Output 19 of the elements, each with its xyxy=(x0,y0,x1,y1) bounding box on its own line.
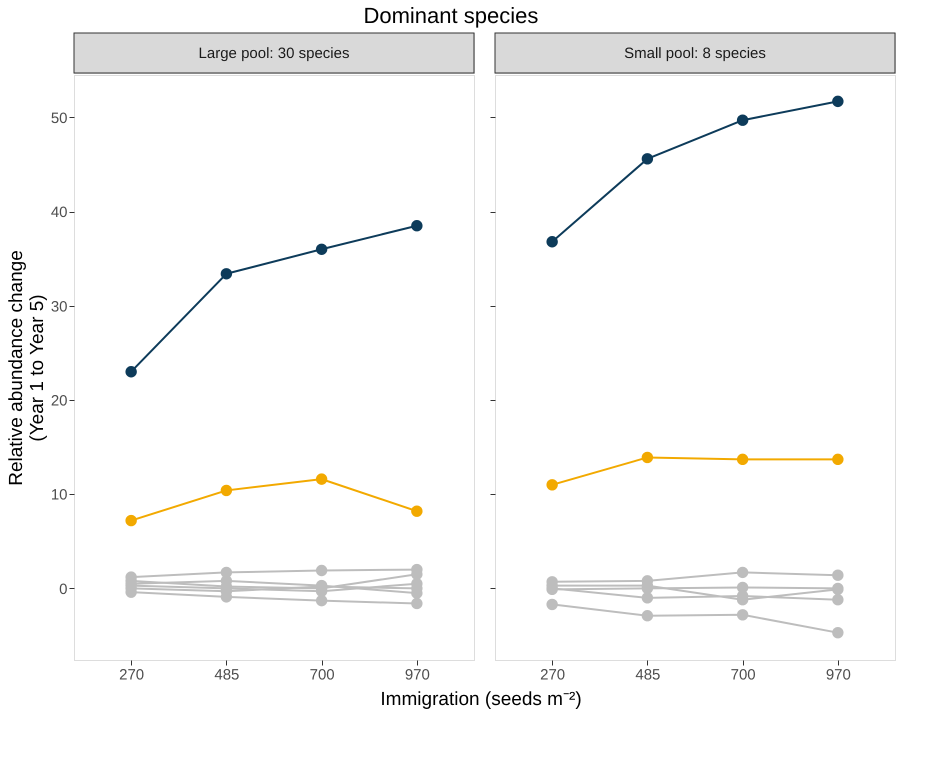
chart-title: Dominant species xyxy=(363,3,538,28)
y-axis-title: Relative abundance change (Year 1 to Year 5) xyxy=(6,250,48,486)
x-tick-label: 270 xyxy=(540,666,566,684)
x-tick-label: 970 xyxy=(826,666,851,684)
x-axis-title: Immigration (seeds m⁻²) xyxy=(380,689,582,710)
y-tick-label: 30 xyxy=(50,298,68,316)
y-tick-label: 0 xyxy=(59,580,68,598)
x-tick-label: 700 xyxy=(730,666,756,684)
x-tick-label: 970 xyxy=(404,666,430,684)
y-tick-label: 20 xyxy=(50,392,68,410)
y-tick-label: 50 xyxy=(50,110,68,127)
x-tick-label: 700 xyxy=(310,666,335,684)
y-tick-label: 10 xyxy=(50,486,68,504)
chart-subtitle: Small pool: 8 species xyxy=(624,45,766,62)
chart-subtitle: Large pool: 30 species xyxy=(198,45,350,62)
x-tick-label: 270 xyxy=(119,666,144,684)
y-tick-label: 40 xyxy=(50,204,68,222)
x-tick-label: 485 xyxy=(635,666,660,684)
x-tick-label: 485 xyxy=(214,666,240,684)
